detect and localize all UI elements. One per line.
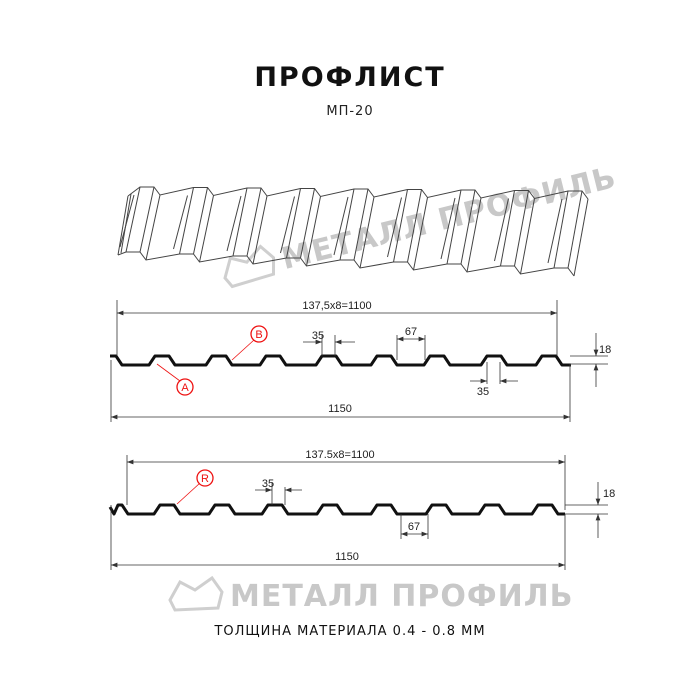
sheet-edge — [339, 188, 355, 261]
sheet-edge — [179, 187, 194, 255]
dim-total-width: 1150 — [328, 403, 352, 415]
dim-rib-gap: 67 — [408, 521, 420, 533]
dim-rib-top: 35 — [312, 330, 324, 342]
sheet-edge — [193, 187, 208, 255]
page-title: ПРОФЛИСТ — [254, 62, 446, 93]
sheet-edge — [387, 197, 402, 258]
sheet-edge — [333, 196, 349, 256]
sheet-edge — [173, 195, 188, 250]
material-thickness: ТОЛЩИНА МАТЕРИАЛА 0.4 - 0.8 ММ — [214, 624, 486, 639]
watermark-text: МЕТАЛЛ ПРОФИЛЬ — [230, 579, 574, 614]
sheet-edge — [407, 189, 422, 263]
sheet-edge — [199, 195, 214, 263]
sheet-edge — [145, 194, 161, 261]
sheet-edge — [393, 189, 408, 263]
watermark-top: МЕТАЛЛ ПРОФИЛЬ — [223, 160, 620, 289]
svg-text:R: R — [201, 473, 209, 485]
sheet-edge — [306, 196, 321, 267]
sheet-edge — [460, 189, 476, 265]
sheet-edge — [494, 198, 509, 262]
sheet-outline — [127, 186, 589, 200]
sheet-edge — [125, 186, 141, 253]
sheet-edge — [520, 198, 535, 275]
sheet-edge — [232, 187, 248, 257]
sheet-edge — [353, 188, 369, 261]
sheet-edge — [117, 195, 129, 256]
sheet-edge — [573, 198, 589, 277]
sheet-edge — [280, 196, 295, 254]
dim-rib-bottom: 35 — [477, 386, 489, 398]
dim-height: 18 — [603, 488, 615, 500]
dim-height: 18 — [599, 344, 611, 356]
sheet-edge — [246, 187, 262, 257]
sheet-edge — [252, 195, 268, 265]
sheet-edge — [466, 197, 482, 273]
marker-a: A — [156, 363, 194, 396]
profile-a: 137,5x8=1100 1150 35 67 35 18 B A — [110, 300, 611, 422]
sheet-edge — [567, 190, 583, 269]
watermark-text: МЕТАЛЛ ПРОФИЛЬ — [278, 160, 620, 277]
watermark-bottom: МЕТАЛЛ ПРОФИЛЬ — [168, 575, 574, 614]
marker-r: R — [176, 469, 214, 505]
sheet-edge — [553, 190, 569, 269]
profile-b: 137.5x8=1100 1150 35 67 18 R — [108, 449, 615, 570]
dim-total-width: 1150 — [335, 551, 359, 563]
profile-b-shape — [108, 503, 565, 516]
sheet-outline — [117, 251, 575, 277]
sheet-edge — [500, 190, 515, 267]
sheet-edge — [413, 197, 428, 271]
sheet-edge — [359, 196, 375, 269]
dim-rib-top: 35 — [262, 478, 274, 490]
dim-rib-gap: 67 — [405, 326, 417, 338]
dim-useful-width: 137.5x8=1100 — [305, 449, 374, 461]
sheet-edge — [440, 197, 456, 260]
model-subtitle: МП-20 — [326, 104, 374, 119]
svg-text:B: B — [255, 329, 262, 341]
profile-a-shape — [110, 354, 571, 367]
sheet-edge — [120, 193, 132, 254]
svg-text:A: A — [181, 382, 189, 394]
sheet-edge — [119, 194, 135, 248]
sheet-edge — [514, 190, 529, 267]
sheet-edge — [446, 189, 462, 265]
sheet-edge — [286, 188, 301, 259]
logo-house-icon — [223, 244, 276, 289]
sheet-edge — [139, 186, 155, 253]
logo-house-icon — [168, 575, 224, 612]
marker-b: B — [231, 325, 268, 361]
sheet-3d-view — [117, 186, 589, 277]
sheet-edge — [547, 198, 563, 264]
dim-useful-width: 137,5x8=1100 — [302, 300, 371, 312]
sheet-edge — [226, 195, 242, 252]
sheet-edge — [300, 188, 315, 259]
